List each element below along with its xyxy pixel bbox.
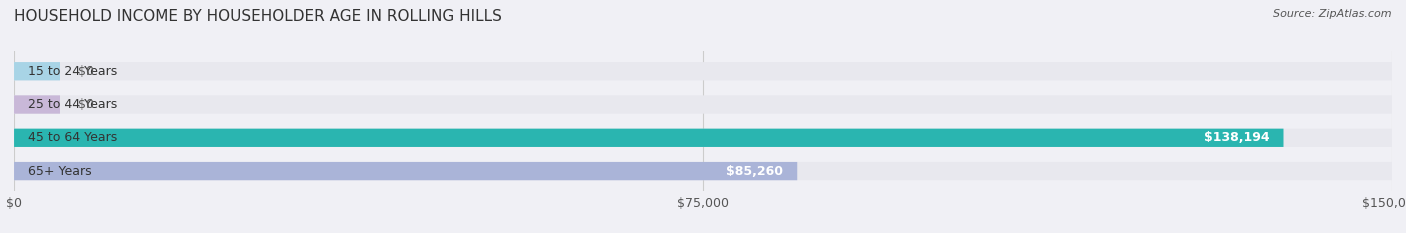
- Text: 45 to 64 Years: 45 to 64 Years: [28, 131, 117, 144]
- Text: 15 to 24 Years: 15 to 24 Years: [28, 65, 117, 78]
- Text: $138,194: $138,194: [1204, 131, 1270, 144]
- FancyBboxPatch shape: [14, 162, 797, 180]
- FancyBboxPatch shape: [14, 95, 60, 114]
- FancyBboxPatch shape: [14, 62, 1392, 80]
- Text: 25 to 44 Years: 25 to 44 Years: [28, 98, 117, 111]
- FancyBboxPatch shape: [14, 129, 1284, 147]
- FancyBboxPatch shape: [14, 162, 1392, 180]
- Text: $85,260: $85,260: [727, 164, 783, 178]
- Text: $0: $0: [79, 98, 94, 111]
- Text: HOUSEHOLD INCOME BY HOUSEHOLDER AGE IN ROLLING HILLS: HOUSEHOLD INCOME BY HOUSEHOLDER AGE IN R…: [14, 9, 502, 24]
- Text: 65+ Years: 65+ Years: [28, 164, 91, 178]
- Text: Source: ZipAtlas.com: Source: ZipAtlas.com: [1274, 9, 1392, 19]
- FancyBboxPatch shape: [14, 62, 60, 80]
- FancyBboxPatch shape: [14, 95, 1392, 114]
- FancyBboxPatch shape: [14, 129, 1392, 147]
- Text: $0: $0: [79, 65, 94, 78]
